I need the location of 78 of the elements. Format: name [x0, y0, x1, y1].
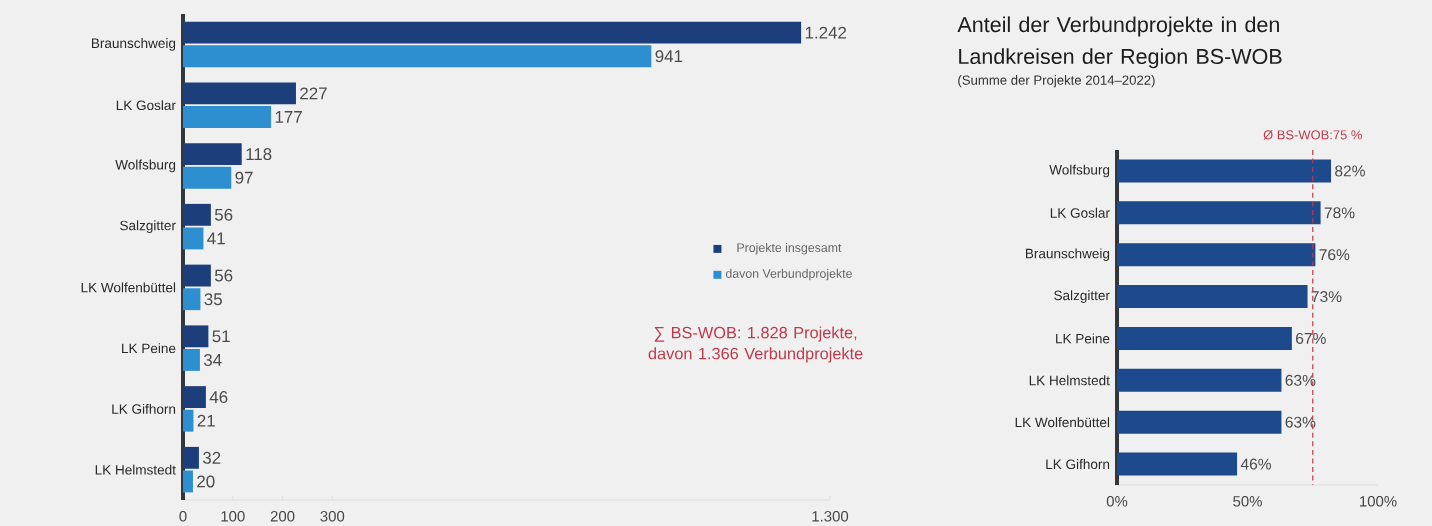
bar	[183, 349, 200, 371]
legend-label: davon Verbundprojekte	[725, 268, 852, 281]
data-label: 21	[197, 414, 215, 427]
x-tick-label: 50%	[1233, 496, 1262, 507]
data-label: 20	[197, 475, 215, 488]
data-label: 1.242	[805, 26, 847, 39]
x-tick-label: 1.300	[812, 511, 849, 522]
y-tick-label: LK Wolfenbüttel	[1015, 417, 1110, 428]
y-tick-label: LK Peine	[1056, 333, 1110, 344]
x-tick-label: 100	[221, 511, 245, 522]
data-label: 51	[212, 330, 230, 343]
bar	[1117, 243, 1316, 267]
data-label: 41	[207, 232, 225, 245]
data-label: 56	[214, 208, 233, 221]
y-tick-label: Salzgitter	[1054, 290, 1110, 303]
data-label: 34	[203, 353, 222, 366]
data-label: 97	[235, 171, 253, 184]
data-label: 32	[202, 451, 221, 464]
x-tick-label: 300	[320, 511, 345, 522]
bar	[183, 203, 211, 226]
bar	[1117, 368, 1282, 392]
bar	[1117, 285, 1308, 309]
bar	[1117, 452, 1238, 476]
bar	[1117, 159, 1332, 183]
bar	[183, 106, 272, 128]
y-tick-label: LK Gifhorn	[1046, 459, 1110, 470]
x-tick-label: 200	[270, 511, 295, 522]
x-tick-label: 100%	[1360, 496, 1397, 507]
data-label: 73%	[1311, 291, 1342, 303]
x-tick-label: 0	[179, 511, 187, 522]
bar	[183, 45, 652, 68]
data-label: 67%	[1296, 332, 1326, 344]
ref-line-label: Ø BS-WOB:75 %	[1263, 130, 1362, 140]
bar	[183, 446, 199, 469]
data-label: 63%	[1285, 416, 1316, 428]
chart-title: Anteil der Verbundprojekte in den Landkreisen der Region BS-WOB	[957, 16, 1282, 69]
x-tick-label: 0%	[1106, 496, 1128, 507]
data-label: 227	[300, 87, 327, 100]
y-tick-label: LK Peine	[122, 343, 176, 354]
bar	[183, 325, 209, 348]
bar	[183, 288, 201, 311]
y-tick-label: Wolfsburg	[1049, 164, 1110, 178]
y-tick-label: LK Gifhorn	[112, 403, 176, 414]
data-label: 118	[246, 148, 272, 161]
bar	[183, 143, 242, 166]
bar	[183, 21, 802, 44]
annotation: ∑ BS-WOB: 1.828 Projekte, davon 1.366 Verbundprojekte	[648, 326, 863, 363]
data-label: 941	[655, 50, 683, 63]
y-tick-label: LK Wolfenbüttel	[81, 282, 176, 293]
data-label: 35	[204, 293, 222, 306]
y-tick-label: Salzgitter	[120, 220, 176, 233]
data-label: 78%	[1324, 207, 1355, 219]
y-tick-label: Wolfsburg	[115, 159, 176, 173]
y-tick-label: LK Goslar	[116, 100, 176, 111]
bar	[1117, 201, 1321, 225]
bar	[1117, 410, 1282, 434]
bar	[183, 470, 193, 493]
bar	[183, 227, 204, 250]
y-tick-label: LK Helmstedt	[95, 464, 176, 475]
bar	[183, 166, 232, 189]
data-label: 63%	[1285, 374, 1316, 386]
chart-subtitle: (Summe der Projekte 2014–2022)	[958, 75, 1155, 88]
y-tick-label: LK Helmstedt	[1029, 375, 1110, 386]
bar	[183, 409, 194, 432]
y-tick-label: Braunschweig	[91, 38, 176, 51]
legend-label: Projekte insgesamt	[737, 242, 842, 255]
data-label: 46	[209, 391, 228, 404]
data-label: 46%	[1240, 458, 1271, 470]
data-label: 76%	[1319, 249, 1350, 261]
bar	[183, 386, 206, 409]
bar	[183, 264, 211, 287]
data-label: 82%	[1335, 165, 1365, 177]
data-label: 177	[275, 111, 302, 123]
y-tick-label: Braunschweig	[1025, 248, 1110, 262]
bar	[183, 82, 296, 105]
bar	[1117, 326, 1292, 350]
data-label: 56	[214, 269, 233, 282]
y-tick-label: LK Goslar	[1050, 207, 1110, 218]
